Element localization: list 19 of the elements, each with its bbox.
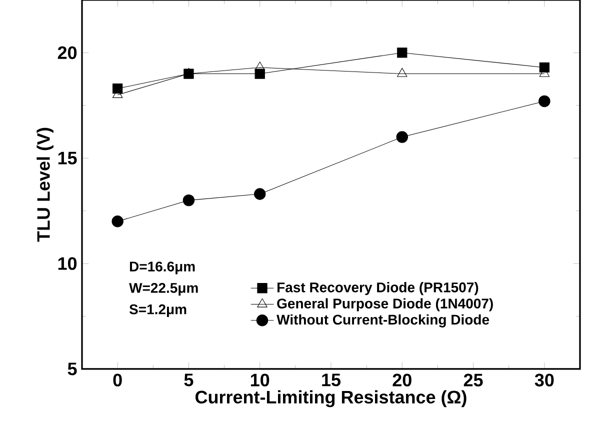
x-tick-label: 10 <box>250 374 270 386</box>
annotation: S=1.2μm <box>129 304 186 317</box>
x-tick-label: 0 <box>113 374 122 386</box>
legend-label: General Purpose Diode (1N4007) <box>277 298 493 312</box>
x-tick-label: 5 <box>184 374 194 386</box>
x-tick-label: 20 <box>392 374 412 386</box>
legend-label: Without Current-Blocking Diode <box>276 314 490 328</box>
annotation: W=22.5μm <box>129 282 198 296</box>
x-tick-label: 15 <box>322 374 341 386</box>
x-tick-label: 25 <box>464 374 483 386</box>
annotation: D=16.6μm <box>130 262 195 274</box>
y-tick-label: 15 <box>58 152 77 164</box>
y-tick-label: 5 <box>68 362 77 376</box>
x-tick-label: 30 <box>534 374 554 386</box>
y-tick-label: 20 <box>58 46 77 60</box>
y-axis-title: TLU Level (V) <box>36 128 54 242</box>
y-tick-label: 10 <box>58 257 77 270</box>
legend-label: Fast Recovery Diode (PR1507) <box>278 282 478 296</box>
x-axis-title: Current-Limiting Resistance (Ω) <box>196 390 466 408</box>
